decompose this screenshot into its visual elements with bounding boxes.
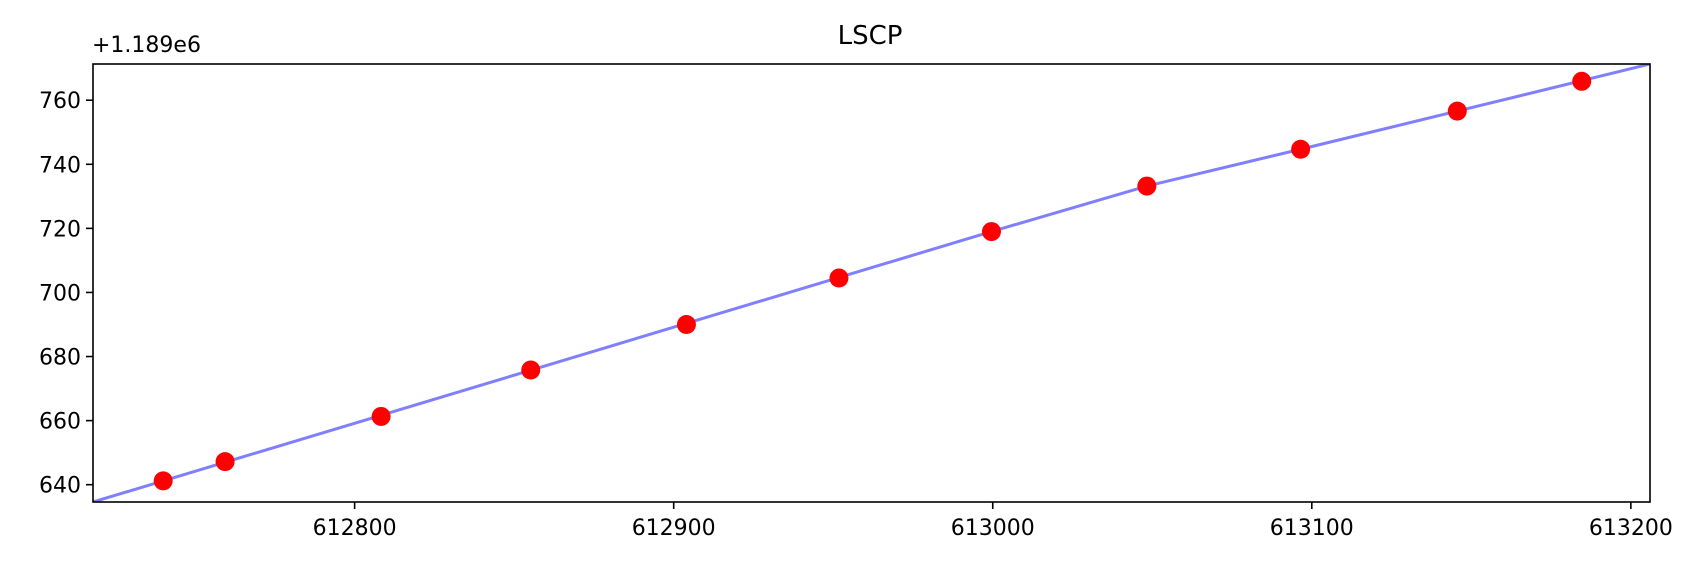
data-point xyxy=(676,314,696,334)
y-tick-label: 660 xyxy=(39,410,81,435)
y-tick-label: 760 xyxy=(39,89,81,114)
data-point xyxy=(981,222,1001,242)
x-tick-label: 612900 xyxy=(632,516,716,541)
axes: 612800 612900 613000 613100 613200 640 660 680 7… xyxy=(39,63,1673,541)
data-point xyxy=(1137,176,1157,196)
data-point xyxy=(215,452,235,472)
plot-frame xyxy=(92,63,1651,503)
plot-area xyxy=(93,64,1650,502)
data-point xyxy=(1572,71,1592,91)
x-tick-label: 613200 xyxy=(1589,516,1673,541)
data-point xyxy=(153,471,173,491)
fit-line xyxy=(93,64,1650,502)
y-tick-label: 680 xyxy=(39,346,81,371)
y-tick-label: 720 xyxy=(39,217,81,242)
data-point xyxy=(521,360,541,380)
chart-title: LSCP xyxy=(838,21,903,51)
y-tick-label: 640 xyxy=(39,474,81,499)
x-tick-label: 613100 xyxy=(1270,516,1354,541)
x-tick-label: 612800 xyxy=(313,516,397,541)
data-point xyxy=(371,406,391,426)
y-tick-label: 700 xyxy=(39,281,81,306)
x-tick-label: 613000 xyxy=(951,516,1035,541)
data-point xyxy=(829,268,849,288)
y-offset-label: +1.189e6 xyxy=(92,33,201,58)
data-point xyxy=(1447,101,1467,121)
y-tick-label: 740 xyxy=(39,153,81,178)
data-point xyxy=(1291,139,1311,159)
